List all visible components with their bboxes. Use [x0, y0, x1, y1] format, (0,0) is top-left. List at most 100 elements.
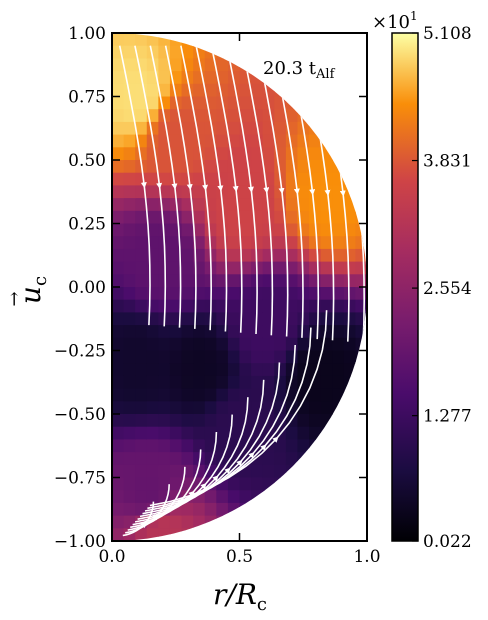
heatmap-cell: [320, 528, 333, 541]
heatmap-cell: [123, 83, 136, 98]
heatmap-cell: [309, 248, 322, 263]
heatmap-cell: [320, 464, 333, 479]
x-axis-label: r/Rc: [213, 578, 267, 615]
heatmap-cell: [355, 502, 367, 517]
heatmap-cell: [239, 401, 252, 415]
heatmap-cell: [181, 515, 194, 529]
heatmap-cell: [239, 274, 252, 288]
heatmap-cell: [146, 337, 159, 352]
heatmap-cell: [227, 401, 241, 415]
heatmap-cell: [332, 198, 345, 212]
heatmap-cell: [158, 33, 171, 47]
heatmap-cell: [320, 83, 333, 98]
heatmap-cell: [285, 337, 299, 352]
heatmap-cell: [251, 172, 264, 186]
heatmap-cell: [193, 502, 206, 517]
heatmap-cell: [204, 502, 217, 517]
heatmap-cell: [343, 274, 357, 288]
heatmap-cell: [169, 147, 183, 161]
heatmap-cell: [320, 452, 333, 466]
heatmap-cell: [285, 274, 299, 288]
heatmap-cell: [297, 414, 310, 428]
heatmap-cell: [123, 464, 136, 479]
heatmap-cell: [181, 528, 194, 541]
heatmap-cell: [297, 490, 310, 504]
heatmap-cell: [297, 388, 310, 402]
heatmap-cell: [251, 71, 264, 85]
heatmap-cell: [135, 261, 148, 275]
heatmap-cell: [216, 236, 229, 250]
heatmap-cell: [274, 363, 287, 377]
heatmap-cell: [181, 274, 194, 288]
heatmap-cell: [216, 121, 229, 136]
heatmap-cell: [309, 426, 322, 440]
heatmap-cell: [309, 45, 322, 59]
heatmap-cell: [158, 325, 171, 339]
heatmap-cell: [204, 528, 217, 541]
heatmap-cell: [309, 121, 322, 136]
heatmap-cell: [239, 337, 252, 352]
heatmap-cell: [239, 528, 252, 541]
heatmap-cell: [216, 160, 229, 174]
heatmap-cell: [123, 414, 136, 428]
heatmap-cell: [112, 337, 125, 352]
heatmap-cell: [181, 502, 194, 517]
heatmap-cell: [193, 426, 206, 440]
heatmap-cell: [216, 515, 229, 529]
heatmap-cell: [123, 325, 136, 339]
heatmap-cell: [309, 414, 322, 428]
heatmap-cell: [146, 58, 159, 72]
heatmap-cell: [227, 236, 241, 250]
heatmap-cell: [204, 45, 217, 59]
heatmap-cell: [274, 248, 287, 263]
heatmap-cell: [135, 33, 148, 47]
heatmap-cell: [285, 223, 299, 237]
heatmap-cell: [285, 363, 299, 377]
heatmap-cell: [355, 528, 367, 541]
heatmap-cell: [123, 363, 136, 377]
heatmap-cell: [309, 147, 322, 161]
heatmap-cell: [123, 515, 136, 529]
heatmap-cell: [135, 363, 148, 377]
heatmap-cell: [216, 426, 229, 440]
heatmap-cell: [227, 312, 241, 326]
heatmap-cell: [239, 502, 252, 517]
heatmap-cell: [204, 464, 217, 479]
y-tick-label: −0.75: [54, 469, 106, 489]
heatmap-cell: [112, 223, 125, 237]
heatmap-cell: [135, 528, 148, 541]
heatmap-cell: [227, 375, 241, 390]
heatmap-cell: [193, 375, 206, 390]
heatmap-cell: [355, 350, 367, 364]
heatmap-cell: [251, 388, 264, 402]
heatmap-cell: [309, 515, 322, 529]
heatmap-cell: [146, 223, 159, 237]
heatmap-cell: [123, 337, 136, 352]
heatmap-cell: [343, 45, 357, 59]
heatmap-cell: [135, 287, 148, 301]
heatmap-cell: [146, 388, 159, 402]
heatmap-cell: [181, 439, 194, 453]
heatmap-cell: [146, 350, 159, 364]
heatmap-cell: [343, 172, 357, 186]
heatmap-cell: [227, 83, 241, 98]
heatmap-cell: [135, 172, 148, 186]
heatmap-cell: [181, 96, 194, 110]
heatmap-cell: [181, 426, 194, 440]
heatmap-cell: [193, 312, 206, 326]
heatmap-cell: [332, 45, 345, 59]
heatmap-cell: [169, 464, 183, 479]
colorbar-multiplier: ×101: [372, 9, 418, 33]
heatmap-cell: [309, 439, 322, 453]
time-annotation: 20.3 tAlf: [263, 58, 336, 82]
heatmap-cell: [262, 312, 275, 326]
heatmap-cell: [227, 515, 241, 529]
heatmap-cell: [158, 121, 171, 136]
heatmap-cell: [227, 109, 241, 123]
heatmap-cell: [169, 363, 183, 377]
heatmap-cell: [169, 121, 183, 136]
heatmap-cell: [227, 490, 241, 504]
heatmap-cell: [227, 477, 241, 491]
heatmap-cell: [239, 134, 252, 148]
heatmap-cell: [112, 363, 125, 377]
